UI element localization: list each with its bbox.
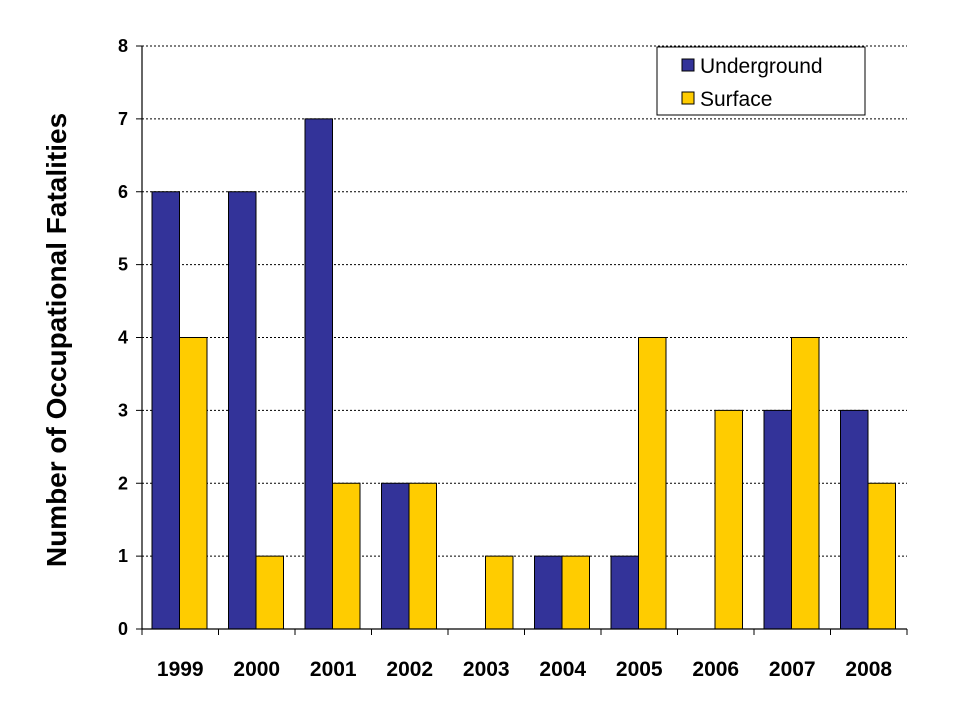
x-tick-label: 2007 — [769, 658, 816, 681]
bar-underground-2008 — [840, 409, 869, 630]
bar-underground-2004 — [534, 555, 563, 630]
y-tick-label: 6 — [118, 182, 128, 202]
bar-surface-2000 — [255, 555, 284, 630]
bar-surface-2001 — [332, 482, 361, 630]
bar-underground-2000 — [228, 191, 257, 630]
y-tick-label: 2 — [118, 473, 128, 493]
bar-underground-2002 — [381, 482, 410, 630]
bar-surface-1999 — [179, 337, 208, 630]
y-axis-label: Number of Occupational Fatalities — [41, 113, 72, 567]
legend-label-underground: Underground — [700, 55, 823, 78]
y-tick-label: 0 — [118, 619, 128, 639]
x-tick-label: 2005 — [616, 658, 663, 681]
x-tick-label: 2000 — [233, 658, 280, 681]
bar-underground-2005 — [610, 555, 639, 630]
y-tick-labels: 0 1 2 3 4 5 6 7 8 — [118, 36, 128, 639]
y-tick-label: 5 — [118, 255, 128, 275]
bar-surface-2007 — [791, 337, 820, 630]
legend-swatch-underground — [681, 58, 695, 72]
x-tick-label: 2006 — [692, 658, 739, 681]
bar-surface-2008 — [867, 482, 896, 630]
x-tick-label: 2008 — [845, 658, 892, 681]
y-tick-label: 4 — [118, 328, 128, 348]
legend-swatch-surface — [681, 91, 695, 105]
bars — [151, 118, 896, 630]
bar-surface-2002 — [408, 482, 437, 630]
x-tick-label: 2002 — [386, 658, 433, 681]
x-tick-label: 2001 — [310, 658, 357, 681]
bar-surface-2006 — [714, 409, 743, 630]
bar-underground-1999 — [151, 191, 180, 630]
legend: Underground Surface — [656, 46, 866, 116]
bar-surface-2004 — [561, 555, 590, 630]
bar-surface-2005 — [638, 337, 667, 630]
bar-surface-2003 — [485, 555, 514, 630]
x-tick-label: 2003 — [463, 658, 510, 681]
x-tick-labels: 1999 2000 2001 2002 2003 2004 2005 2006 2007 2008 — [157, 658, 893, 681]
bar-underground-2001 — [304, 118, 333, 630]
y-tick-label: 3 — [118, 400, 128, 420]
y-tick-label: 8 — [118, 36, 128, 56]
bar-underground-2007 — [763, 409, 792, 630]
y-tick-label: 7 — [118, 109, 128, 129]
axes — [136, 45, 908, 635]
y-tick-label: 1 — [118, 546, 128, 566]
x-tick-label: 2004 — [539, 658, 586, 681]
legend-label-surface: Surface — [700, 88, 772, 111]
x-tick-label: 1999 — [157, 658, 204, 681]
